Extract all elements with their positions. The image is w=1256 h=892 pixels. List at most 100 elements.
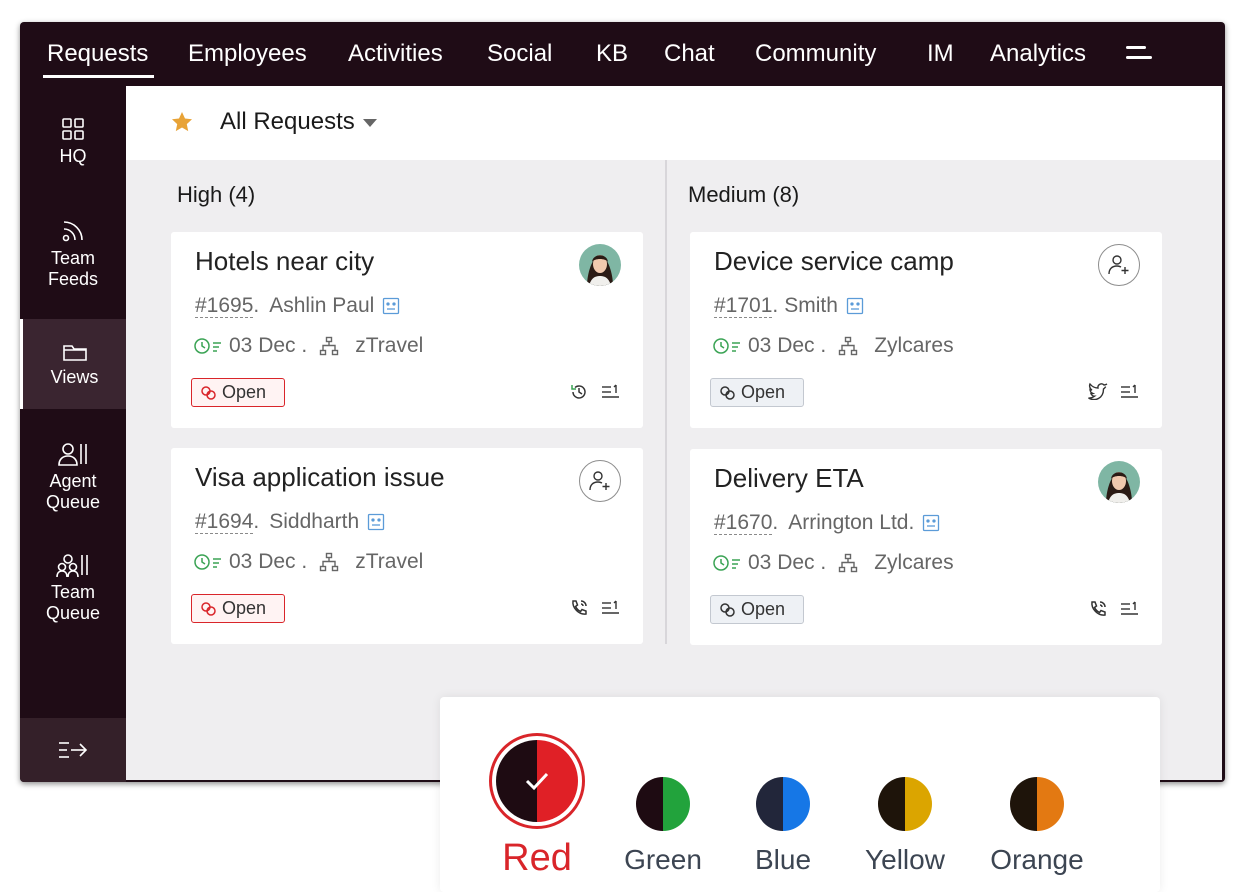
assign-agent-button[interactable] [1098, 244, 1140, 286]
sidebar-item-views[interactable]: Views [20, 319, 126, 409]
avatar[interactable] [1098, 461, 1140, 503]
due-date: 03 Dec . [748, 551, 827, 574]
theme-label-orange: Orange [990, 844, 1084, 875]
tab-im[interactable]: IM [927, 40, 954, 67]
status-badge[interactable]: Open [710, 595, 804, 624]
tab-analytics[interactable]: Analytics [990, 40, 1087, 67]
due-date: 03 Dec . [229, 334, 308, 357]
department-name: Zylcares [874, 334, 954, 357]
department-name: zTravel [355, 550, 424, 573]
department-name: zTravel [355, 334, 424, 357]
request-id[interactable]: #1670 [714, 510, 773, 535]
contact-card-icon [846, 297, 864, 315]
grid-icon [62, 118, 84, 140]
theme-color-picker: Red Green Blue Yellow Orange [440, 697, 1160, 892]
hamburger-menu-icon[interactable] [1126, 44, 1152, 64]
theme-option-orange[interactable] [1010, 777, 1064, 831]
request-title: Delivery ETA [714, 463, 864, 493]
status-badge[interactable]: Open [710, 378, 804, 407]
separator: . [772, 511, 779, 534]
status-badge[interactable]: Open [191, 594, 285, 623]
due-clock-icon [194, 338, 221, 354]
contact-name[interactable]: Siddharth [269, 510, 360, 533]
request-title: Device service camp [714, 246, 954, 276]
request-meta: 03 Dec . Zylcares [712, 551, 954, 575]
request-meta: 03 Dec . Zylcares [712, 334, 954, 358]
sidebar-item-hq[interactable]: HQ [20, 116, 126, 167]
main-content: All Requests High (4) Medium (8) Hotels … [126, 86, 1222, 780]
sidebar-item-team-queue[interactable]: Team Queue [20, 552, 126, 624]
tab-activities[interactable]: Activities [348, 40, 443, 67]
contact-name[interactable]: Arrington Ltd. [788, 511, 915, 534]
check-icon [525, 772, 549, 791]
history-icon[interactable] [569, 382, 589, 402]
contact-name[interactable]: Ashlin Paul [269, 294, 375, 317]
contact-name[interactable]: Smith [784, 294, 838, 317]
department-icon [320, 336, 339, 356]
request-card[interactable]: Delivery ETA #1670 . Arrington Ltd. [690, 449, 1162, 645]
sidebar-item-agent-queue[interactable]: Agent Queue [20, 441, 126, 513]
sidebar-item-team-feeds[interactable]: Team Feeds [20, 218, 126, 290]
sidebar-expand-button[interactable] [20, 718, 126, 782]
status-badge[interactable]: Open [191, 378, 285, 407]
sidebar: HQ Team Feeds Views Agent Queue Tea [20, 86, 126, 782]
tab-kb[interactable]: KB [596, 40, 629, 67]
theme-option-yellow[interactable] [878, 777, 932, 831]
selected-ring [489, 733, 585, 829]
request-id[interactable]: #1701 [714, 293, 773, 318]
view-selector[interactable]: All Requests [220, 108, 377, 136]
status-icon [201, 601, 216, 616]
request-card[interactable]: Device service camp #1701 . Smith 03 Dec… [690, 232, 1162, 428]
phone-icon[interactable] [1088, 599, 1108, 619]
status-label: Open [741, 599, 786, 619]
separator: . [253, 510, 260, 533]
theme-label-yellow: Yellow [865, 844, 945, 875]
star-icon[interactable] [170, 110, 194, 134]
status-icon [720, 385, 735, 400]
tab-social[interactable]: Social [487, 40, 553, 67]
details-list-icon[interactable] [601, 598, 621, 616]
due-date: 03 Dec . [748, 334, 827, 357]
phone-icon[interactable] [569, 598, 589, 618]
agent-queue-icon [58, 443, 87, 466]
request-id-line: #1695 . Ashlin Paul [195, 294, 400, 318]
twitter-icon[interactable] [1088, 382, 1108, 400]
sidebar-item-label: HQ [59, 146, 87, 166]
theme-option-green[interactable] [636, 777, 690, 831]
request-meta: 03 Dec . zTravel [193, 550, 423, 574]
separator: . [772, 294, 779, 317]
status-icon [201, 385, 216, 400]
details-list-icon[interactable] [601, 382, 621, 400]
due-clock-icon [713, 338, 740, 354]
request-card[interactable]: Visa application issue #1694 . Siddharth… [171, 448, 643, 644]
contact-card-icon [383, 297, 400, 315]
top-navigation: Requests Employees Activities Social KB … [20, 22, 1225, 86]
request-id-line: #1701 . Smith [714, 294, 864, 318]
tab-community[interactable]: Community [755, 40, 877, 67]
status-label: Open [741, 382, 786, 402]
details-list-icon[interactable] [1120, 382, 1140, 400]
request-title: Visa application issue [195, 462, 445, 492]
details-list-icon[interactable] [1120, 599, 1140, 617]
request-card[interactable]: Hotels near city #1695 . Ashlin Paul [171, 232, 643, 428]
theme-option-red[interactable]: Red [440, 697, 634, 892]
department-icon [839, 553, 858, 573]
feed-icon [62, 221, 83, 242]
theme-option-blue[interactable] [756, 777, 810, 831]
request-id[interactable]: #1695 [195, 293, 254, 318]
request-id[interactable]: #1694 [195, 509, 254, 534]
request-id-line: #1670 . Arrington Ltd. [714, 511, 940, 535]
request-meta: 03 Dec . zTravel [193, 334, 423, 358]
add-user-icon [1108, 255, 1129, 275]
app-window: Requests Employees Activities Social KB … [20, 22, 1225, 782]
page-title: All Requests [220, 108, 355, 135]
theme-label-green: Green [624, 844, 702, 875]
avatar[interactable] [579, 244, 621, 286]
tab-requests[interactable]: Requests [42, 37, 155, 78]
folder-icon [62, 345, 87, 361]
tab-chat[interactable]: Chat [664, 40, 715, 67]
status-icon [720, 602, 735, 617]
add-user-icon [589, 471, 610, 491]
tab-employees[interactable]: Employees [188, 40, 307, 67]
assign-agent-button[interactable] [579, 460, 621, 502]
